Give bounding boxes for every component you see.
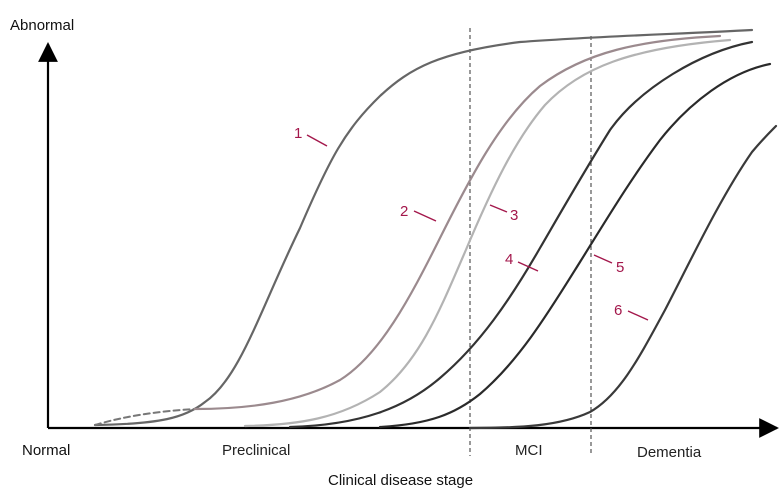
- curve-6: [468, 124, 778, 430]
- curve-label-group-1: 1: [294, 125, 328, 147]
- x-axis-title: Clinical disease stage: [328, 472, 473, 489]
- curve-label-5: 5: [616, 259, 624, 276]
- curve-label-3: 3: [510, 207, 518, 224]
- stage-label-preclinical: Preclinical: [222, 442, 290, 459]
- curve-label-group-3: 3: [489, 204, 518, 224]
- curve-label-1: 1: [294, 125, 302, 142]
- curve-label-2: 2: [400, 203, 408, 220]
- curve-2: [193, 34, 722, 411]
- curve-label-6: 6: [614, 302, 622, 319]
- stage-label-mci: MCI: [515, 442, 543, 459]
- curve-4: [288, 40, 754, 429]
- curve-label-3-leader: [489, 204, 508, 213]
- curve-3: [243, 38, 732, 428]
- stage-label-dementia: Dementia: [637, 444, 702, 461]
- y-axis-top-label: Abnormal: [10, 17, 74, 34]
- curve-1-dashed-start: [94, 408, 196, 426]
- curve-label-4-leader: [517, 261, 539, 272]
- curve-5: [378, 62, 772, 429]
- curve-label-group-6: 6: [614, 302, 649, 321]
- curve-label-4: 4: [505, 251, 513, 268]
- curve-label-6-leader: [627, 310, 649, 321]
- curve-label-group-2: 2: [400, 203, 437, 222]
- curve-label-group-5: 5: [593, 254, 624, 276]
- curve-label-group-4: 4: [505, 251, 539, 272]
- curve-label-5-leader: [593, 254, 613, 264]
- curve-1: [93, 28, 754, 427]
- curve-label-2-leader: [413, 210, 437, 222]
- curve-label-1-leader: [306, 134, 328, 147]
- x-axis-origin-label: Normal: [22, 442, 70, 459]
